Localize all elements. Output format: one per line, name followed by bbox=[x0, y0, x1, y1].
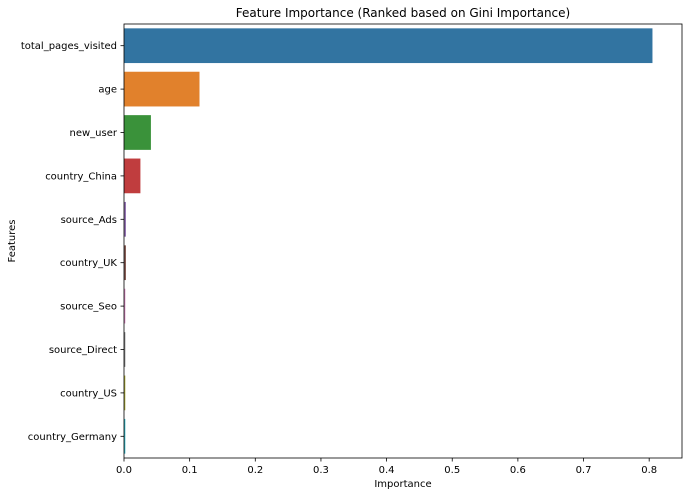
bar-total-pages-visited bbox=[124, 28, 653, 64]
y-axis-title: Features bbox=[7, 220, 18, 263]
bar-new-user bbox=[124, 115, 151, 150]
x-axis-title: Importance bbox=[374, 479, 431, 490]
x-axis-ticks: 0.0 0.1 0.2 0.3 0.4 0.5 0.6 0.7 0.8 bbox=[116, 458, 657, 476]
x-tick-label: 0.0 bbox=[116, 465, 132, 476]
bar-country-us bbox=[124, 375, 126, 411]
bar-country-china bbox=[124, 158, 141, 194]
x-tick-label: 0.5 bbox=[444, 465, 460, 476]
bar-age bbox=[124, 71, 200, 107]
y-tick-label: source_Direct bbox=[49, 345, 117, 356]
y-tick-label: total_pages_visited bbox=[21, 41, 117, 52]
x-tick-label: 0.7 bbox=[576, 465, 592, 476]
y-tick-label: age bbox=[98, 85, 117, 96]
bar-source-direct bbox=[124, 332, 126, 367]
bar-country-germany bbox=[124, 418, 126, 454]
y-tick-label: country_US bbox=[60, 388, 117, 399]
y-tick-label: country_China bbox=[45, 171, 117, 182]
y-tick-label: country_Germany bbox=[28, 432, 117, 443]
bar-source-ads bbox=[124, 201, 126, 237]
plot-frame bbox=[123, 23, 683, 459]
bars-group bbox=[124, 28, 653, 454]
chart-title: Feature Importance (Ranked based on Gini… bbox=[236, 6, 570, 20]
y-tick-label: source_Ads bbox=[61, 215, 117, 226]
y-tick-label: country_UK bbox=[60, 258, 118, 269]
x-tick-label: 0.1 bbox=[182, 465, 198, 476]
bar-country-uk bbox=[124, 245, 126, 281]
x-tick-label: 0.2 bbox=[247, 465, 263, 476]
y-tick-label: new_user bbox=[70, 128, 118, 139]
bar-source-seo bbox=[124, 288, 126, 324]
x-tick-label: 0.3 bbox=[313, 465, 329, 476]
x-tick-label: 0.6 bbox=[510, 465, 526, 476]
x-tick-label: 0.8 bbox=[641, 465, 657, 476]
y-tick-label: source_Seo bbox=[60, 302, 117, 313]
x-tick-label: 0.4 bbox=[379, 465, 395, 476]
